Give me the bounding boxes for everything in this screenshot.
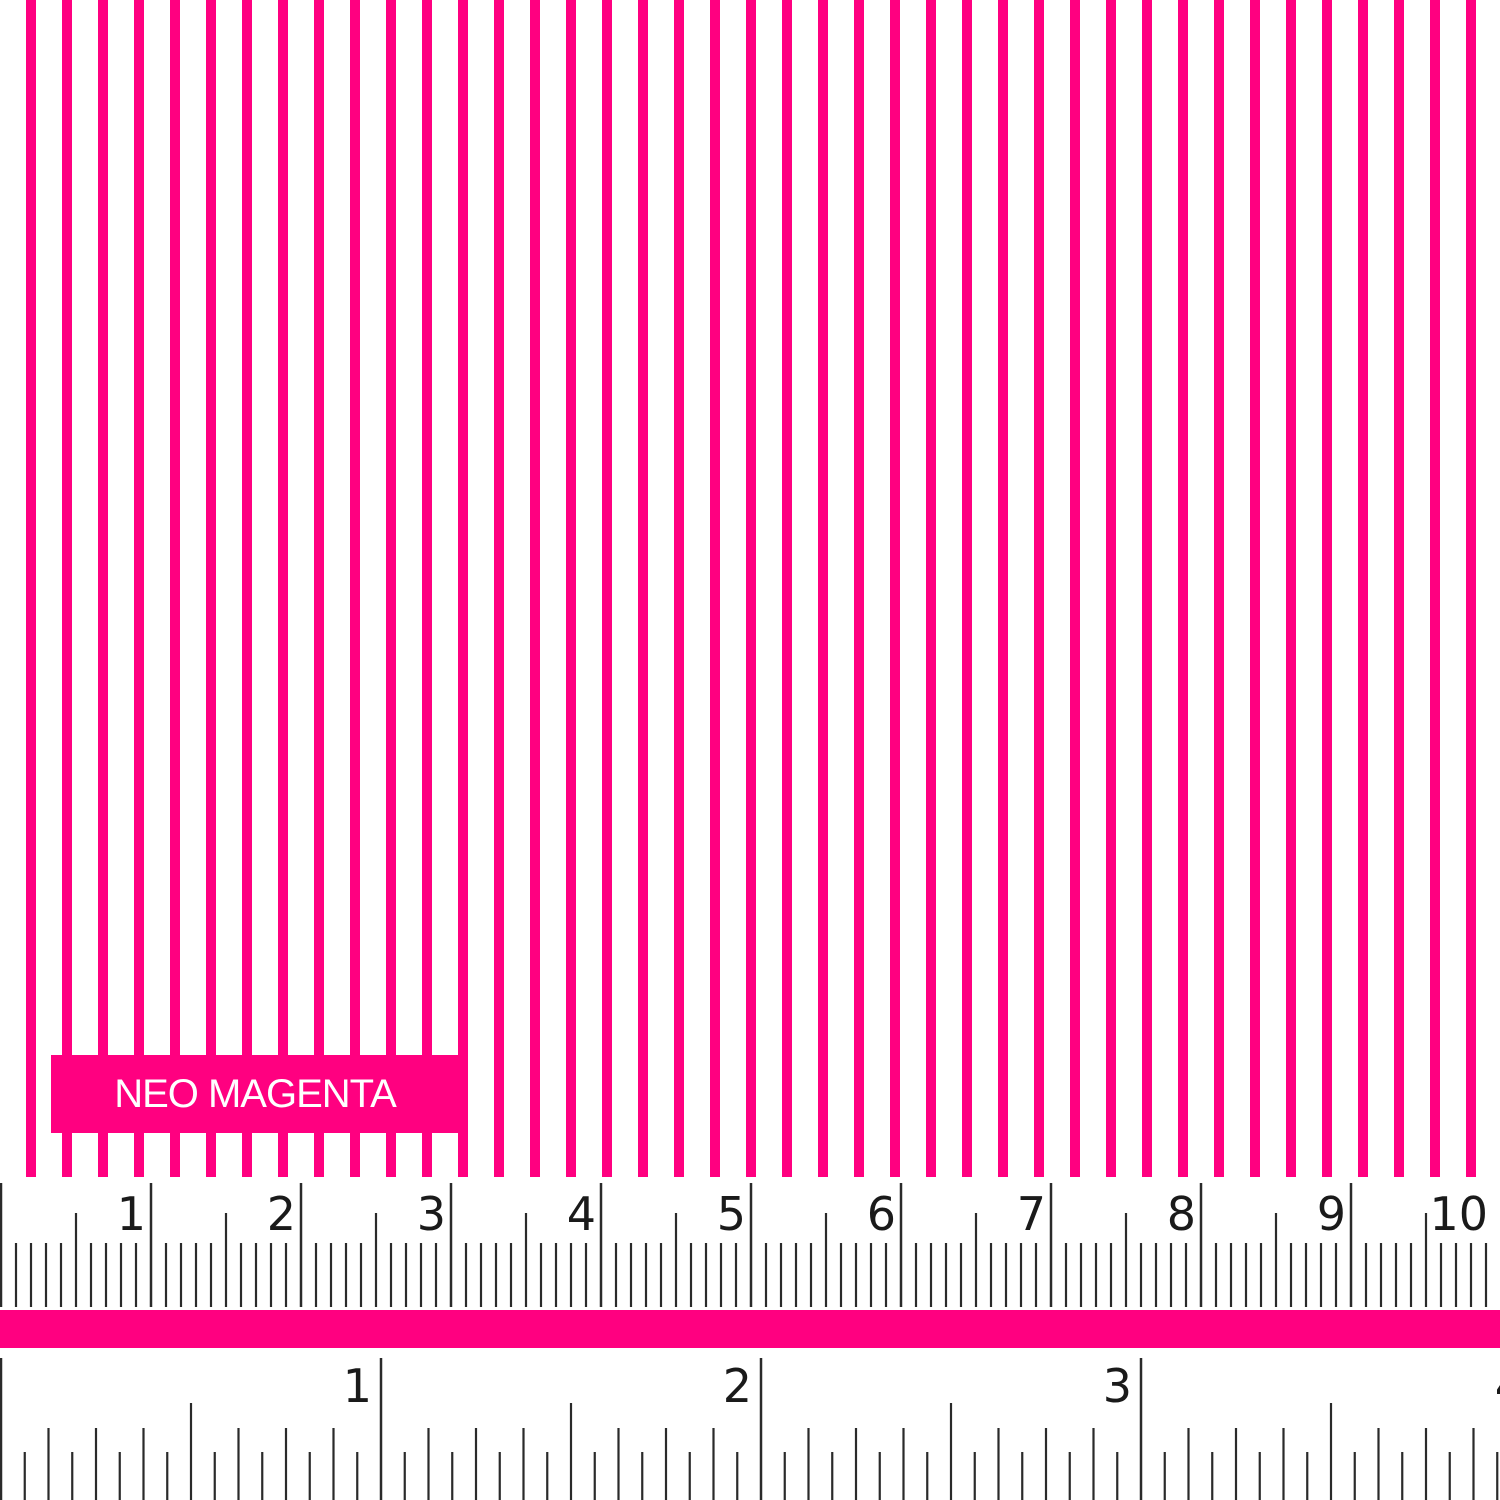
color-name: NEO MAGENTA bbox=[114, 1071, 397, 1116]
inch-label: 3 bbox=[1103, 1359, 1132, 1413]
cm-label: 4 bbox=[567, 1187, 596, 1241]
inch-label: 2 bbox=[723, 1359, 752, 1413]
cm-label: 7 bbox=[1017, 1187, 1046, 1241]
inch-label: 4 bbox=[1495, 1359, 1500, 1413]
cm-label: 10 bbox=[1429, 1187, 1488, 1241]
inch-label: 1 bbox=[343, 1359, 372, 1413]
ruler-divider-band bbox=[0, 1310, 1500, 1348]
cm-label: 1 bbox=[117, 1187, 146, 1241]
cm-label: 8 bbox=[1167, 1187, 1196, 1241]
cm-label: 9 bbox=[1317, 1187, 1346, 1241]
color-name-badge: NEO MAGENTA bbox=[51, 1055, 459, 1133]
pinstripe-pattern bbox=[0, 0, 1500, 1177]
cm-label: 6 bbox=[867, 1187, 896, 1241]
cm-label: 2 bbox=[267, 1187, 296, 1241]
cm-label: 5 bbox=[717, 1187, 746, 1241]
cm-label: 3 bbox=[417, 1187, 446, 1241]
